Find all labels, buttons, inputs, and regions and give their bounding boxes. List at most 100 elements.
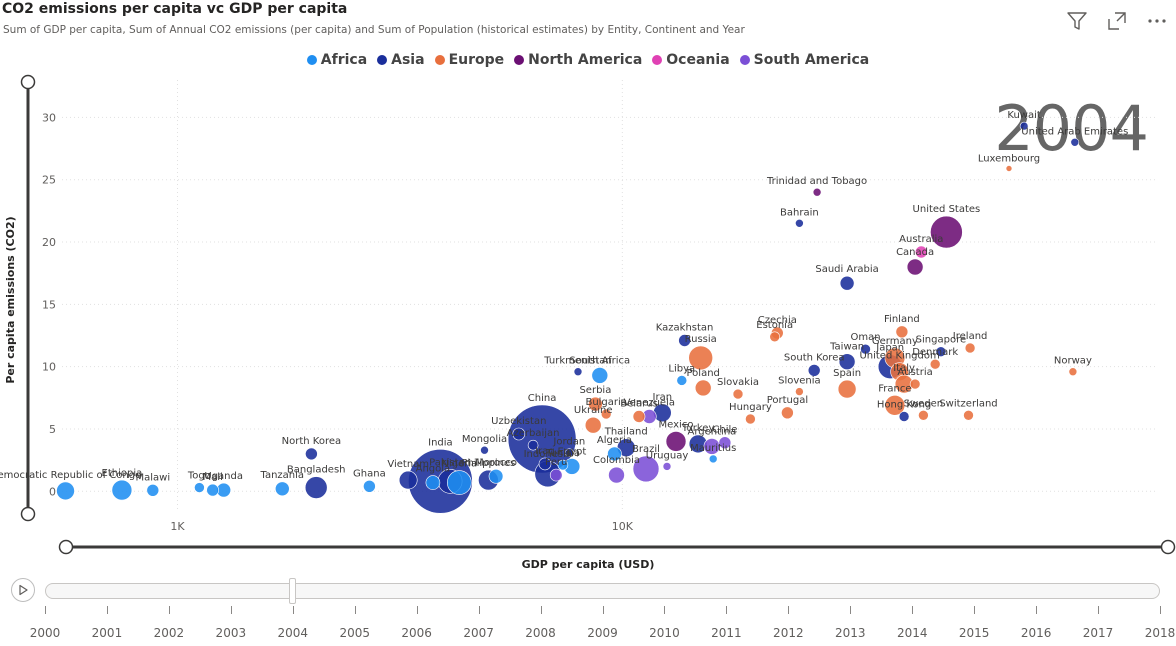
year-label-2000[interactable]: 2000 [29, 626, 61, 640]
year-tick [478, 606, 480, 614]
data-point-bahrain[interactable] [795, 219, 804, 228]
data-point-brazil[interactable] [632, 455, 660, 483]
data-point-spain[interactable] [837, 379, 857, 399]
data-point-south-africa[interactable] [591, 367, 609, 384]
data-point-uruguay[interactable] [662, 462, 672, 471]
more-options-button[interactable] [1144, 8, 1170, 34]
data-point-france[interactable] [884, 394, 906, 416]
legend-item-south-america[interactable]: South America [739, 52, 869, 68]
data-label: Japan [875, 343, 904, 354]
year-label-2011[interactable]: 2011 [711, 626, 742, 640]
data-point-jordan[interactable] [564, 448, 574, 458]
data-point-angola[interactable] [425, 475, 441, 490]
year-label-2012[interactable]: 2012 [773, 626, 804, 640]
data-point-mali[interactable] [206, 483, 219, 497]
focus-mode-button[interactable] [1104, 8, 1130, 34]
data-point-estonia[interactable] [769, 331, 781, 343]
data-point-saudi-arabia[interactable] [839, 275, 855, 291]
data-point-portugal[interactable] [781, 406, 794, 420]
play-axis-slider-thumb[interactable] [289, 578, 296, 604]
data-point-switzerland[interactable] [963, 409, 974, 421]
data-point-ghana[interactable] [363, 479, 376, 493]
data-point-taiwan[interactable] [838, 353, 856, 371]
data-point-iraq[interactable] [538, 457, 552, 471]
year-label-2010[interactable]: 2010 [649, 626, 680, 640]
data-point-ethiopia[interactable] [111, 479, 133, 501]
year-label-2014[interactable]: 2014 [896, 626, 928, 640]
data-point-oman[interactable] [860, 343, 871, 355]
legend-item-oceania[interactable]: Oceania [652, 52, 730, 68]
data-point-united-arab-emirates[interactable] [1070, 138, 1080, 147]
data-point-belarus[interactable] [632, 410, 646, 423]
data-point-mongolia[interactable] [480, 445, 489, 455]
data-point-serbia[interactable] [588, 396, 603, 412]
year-label-2009[interactable]: 2009 [587, 626, 618, 640]
year-label-2013[interactable]: 2013 [834, 626, 866, 640]
legend-item-africa[interactable]: Africa [306, 52, 367, 68]
data-point-trinidad-and-tobago[interactable] [812, 187, 822, 197]
data-point-turkmenistan[interactable] [573, 367, 583, 377]
legend-item-europe[interactable]: Europe [434, 52, 504, 68]
data-point-north-korea[interactable] [305, 447, 318, 461]
data-point-algeria[interactable] [607, 446, 622, 462]
data-point-austria[interactable] [909, 378, 921, 390]
data-point-azerbaijan[interactable] [527, 439, 539, 451]
year-label-2003[interactable]: 2003 [215, 626, 247, 640]
year-label-2015[interactable]: 2015 [958, 626, 990, 640]
data-point-sweden[interactable] [918, 409, 929, 421]
year-label-2017[interactable]: 2017 [1082, 626, 1114, 640]
data-point-denmark[interactable] [929, 358, 941, 370]
data-point-tunisia[interactable] [557, 459, 569, 471]
data-point-ukraine[interactable] [584, 416, 602, 434]
filter-button[interactable] [1064, 8, 1090, 34]
data-point-singapore[interactable] [935, 346, 947, 358]
year-label-2002[interactable]: 2002 [153, 626, 185, 640]
data-point-hong-kong[interactable] [898, 411, 910, 422]
data-point-tanzania[interactable] [274, 481, 290, 497]
data-point-chile[interactable] [718, 436, 732, 450]
year-label-2006[interactable]: 2006 [401, 626, 432, 640]
data-point-uzbekistan[interactable] [512, 427, 526, 441]
data-point-poland[interactable] [694, 379, 712, 397]
data-point-south-korea[interactable] [807, 364, 821, 377]
data-point-mexico[interactable] [665, 431, 687, 452]
data-point-nigeria[interactable] [446, 470, 472, 495]
data-point-togo[interactable] [194, 482, 205, 493]
data-point-democratic-republic-of-congo[interactable] [56, 481, 75, 501]
data-point-slovenia[interactable] [795, 387, 804, 396]
data-point-slovakia[interactable] [732, 388, 744, 400]
data-point-vietnam[interactable] [398, 470, 418, 490]
data-point-united-states[interactable] [930, 215, 963, 249]
data-point-finland[interactable] [895, 325, 909, 339]
year-label-2016[interactable]: 2016 [1020, 626, 1052, 640]
year-tick [1160, 606, 1161, 614]
year-label-2005[interactable]: 2005 [339, 626, 370, 640]
data-point-australia[interactable] [914, 245, 928, 259]
year-label-2004[interactable]: 2004 [277, 626, 309, 640]
data-point-libya[interactable] [676, 375, 688, 386]
year-label-2018[interactable]: 2018 [1144, 626, 1176, 640]
data-point-norway[interactable] [1068, 367, 1078, 377]
data-point-hungary[interactable] [745, 413, 756, 425]
data-point-mauritius[interactable] [708, 454, 718, 464]
data-point-kuwait[interactable] [1019, 121, 1029, 131]
data-point-luxembourg[interactable] [1005, 165, 1013, 172]
legend-item-asia[interactable]: Asia [377, 52, 425, 68]
data-point-malawi[interactable] [146, 483, 160, 497]
data-point-canada[interactable] [906, 258, 924, 276]
year-label-2008[interactable]: 2008 [525, 626, 556, 640]
play-axis-slider-track[interactable] [45, 583, 1160, 599]
data-point-kazakhstan[interactable] [678, 334, 691, 347]
data-point-colombia[interactable] [608, 466, 625, 484]
data-point-morocco[interactable] [488, 468, 504, 484]
data-point-peru[interactable] [549, 468, 563, 482]
play-button[interactable] [11, 578, 35, 602]
data-point-bulgaria[interactable] [600, 408, 612, 420]
year-label-2007[interactable]: 2007 [463, 626, 494, 640]
year-label-2001[interactable]: 2001 [91, 626, 123, 640]
legend-item-north-america[interactable]: North America [514, 52, 642, 68]
data-point-bangladesh[interactable] [304, 476, 328, 499]
data-point-russia[interactable] [688, 345, 714, 371]
data-point-ireland[interactable] [964, 342, 976, 354]
data-label: Brazil [632, 444, 660, 455]
